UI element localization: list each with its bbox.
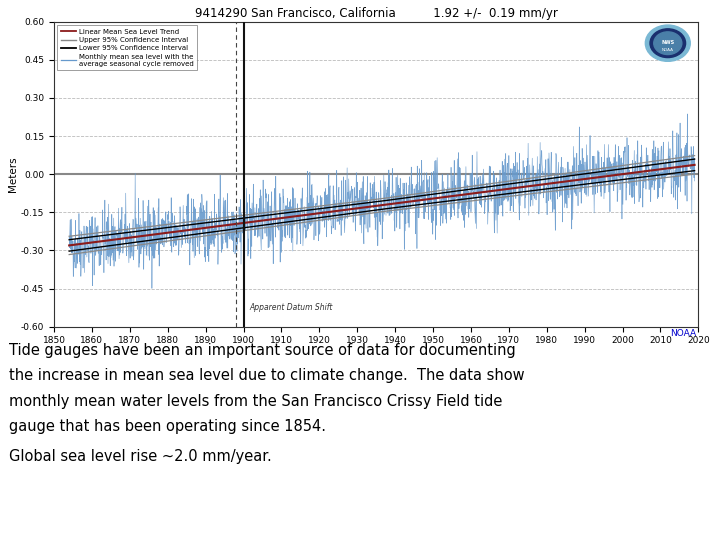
Title: 9414290 San Francisco, California          1.92 +/-  0.19 mm/yr: 9414290 San Francisco, California 1.92 +… (195, 8, 557, 21)
Circle shape (645, 25, 690, 62)
Text: Global sea level rise ~2.0 mm/year.: Global sea level rise ~2.0 mm/year. (9, 449, 271, 464)
Text: Tide gauges have been an important source of data for documenting: Tide gauges have been an important sourc… (9, 343, 516, 358)
Y-axis label: Meters: Meters (8, 157, 18, 192)
Circle shape (650, 29, 685, 58)
Text: monthly mean water levels from the San Francisco Crissy Field tide: monthly mean water levels from the San F… (9, 394, 502, 409)
Text: NWS: NWS (661, 40, 675, 45)
Text: gauge that has been operating since 1854.: gauge that has been operating since 1854… (9, 419, 325, 434)
Legend: Linear Mean Sea Level Trend, Upper 95% Confidence Interval, Lower 95% Confidence: Linear Mean Sea Level Trend, Upper 95% C… (58, 25, 197, 70)
Text: NOAA: NOAA (670, 329, 696, 339)
Text: Apparent Datum Shift: Apparent Datum Shift (249, 302, 333, 312)
Text: NOAA: NOAA (662, 48, 674, 52)
Circle shape (654, 32, 682, 55)
Text: the increase in mean sea level due to climate change.  The data show: the increase in mean sea level due to cl… (9, 368, 524, 383)
